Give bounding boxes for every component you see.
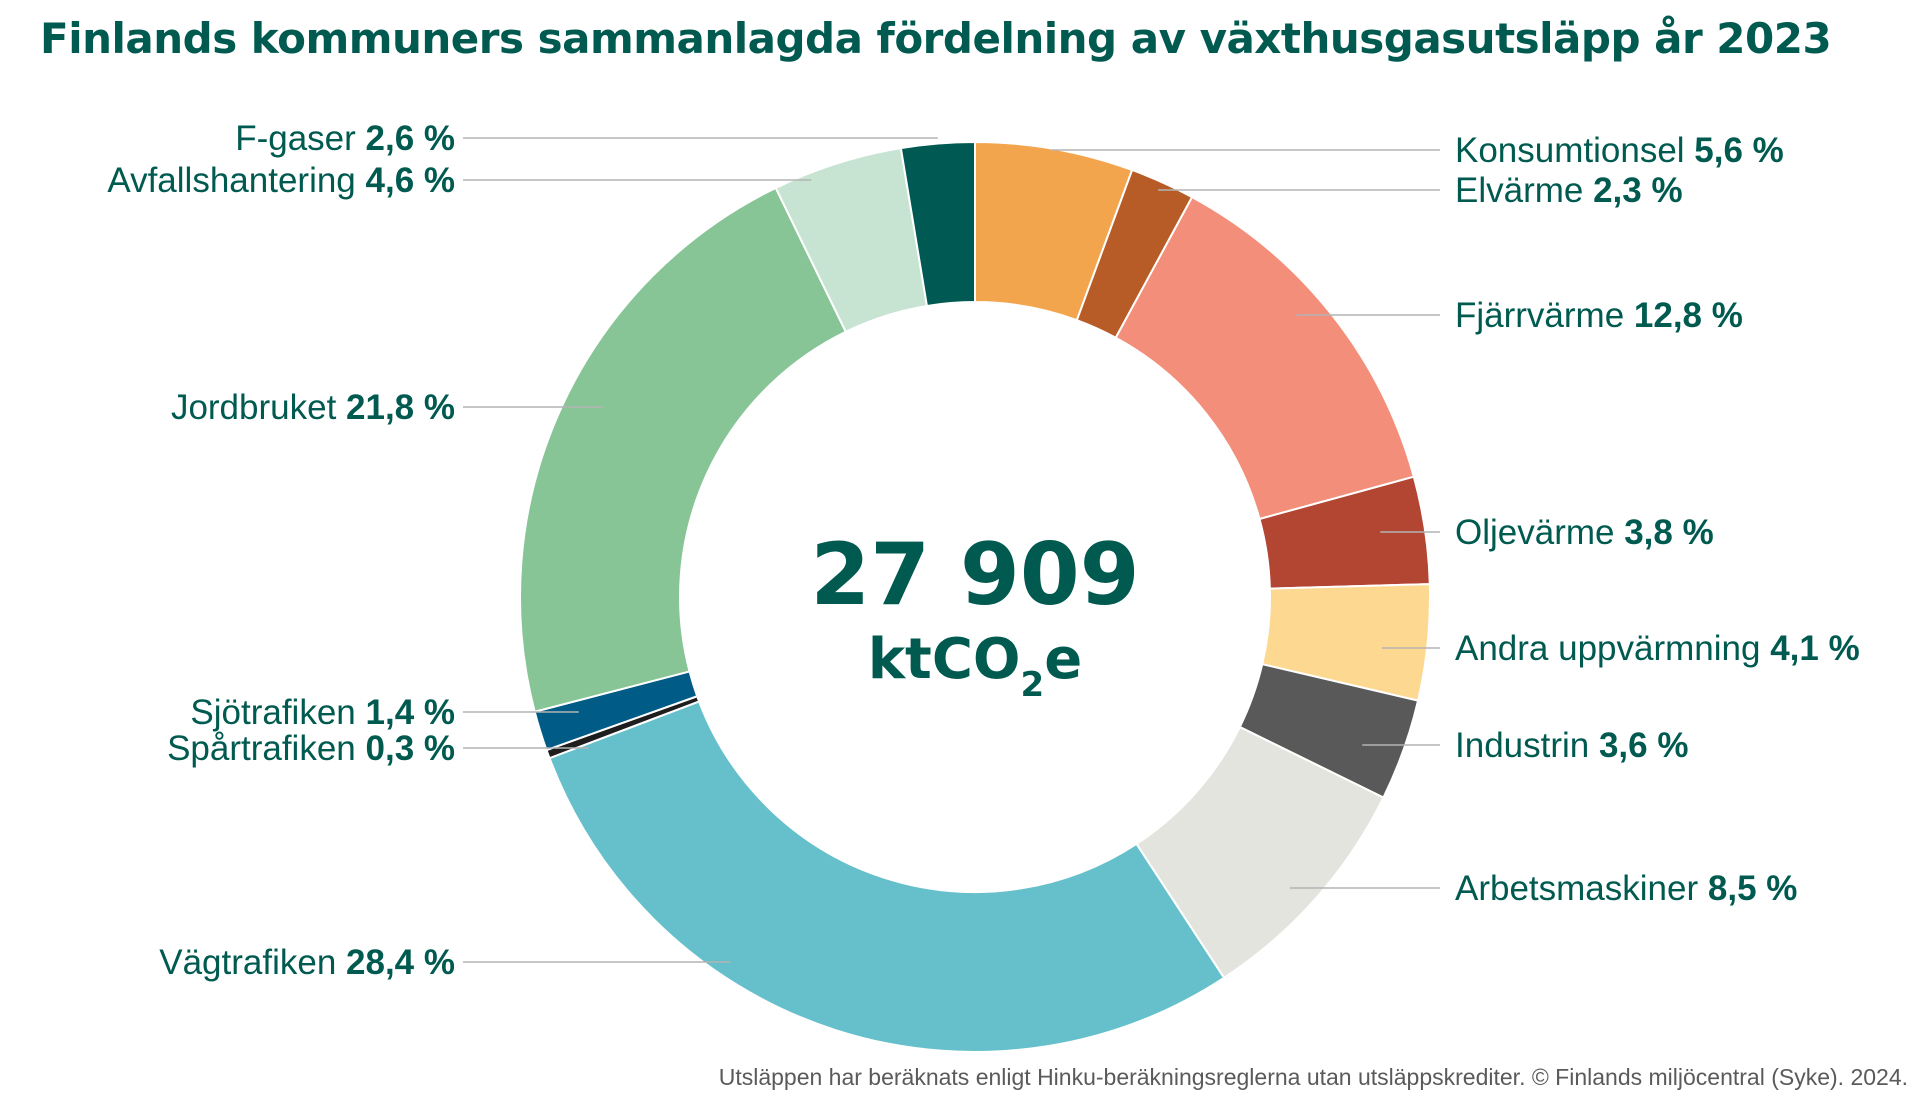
label-industrin: Industrin 3,6 % [1455, 726, 1688, 765]
label-value-jordbruket: 21,8 % [346, 388, 455, 427]
label-value-avfallshantering: 4,6 % [366, 161, 456, 200]
source-footnote: Utsläppen har beräknats enligt Hinku-ber… [718, 1064, 1908, 1090]
label-name-spartrafiken: Spårtrafiken [167, 729, 365, 768]
label-sjotrafiken: Sjötrafiken 1,4 % [190, 693, 455, 732]
chart-title: Finlands kommuners sammanlagda fördelnin… [40, 14, 1832, 63]
slice-labels: Konsumtionsel 5,6 %Elvärme 2,3 %Fjärrvär… [107, 119, 1859, 982]
label-name-andra-uppvarmning: Andra uppvärmning [1455, 629, 1770, 668]
label-jordbruket: Jordbruket 21,8 % [171, 388, 455, 427]
label-value-andra-uppvarmning: 4,1 % [1770, 629, 1860, 668]
donut-slices [519, 140, 1431, 1053]
label-name-elvarme: Elvärme [1455, 171, 1593, 210]
slice-vagtrafiken [548, 700, 1226, 1053]
label-value-elvarme: 2,3 % [1593, 171, 1683, 210]
label-name-f-gaser: F-gaser [235, 119, 365, 158]
label-avfallshantering: Avfallshantering 4,6 % [107, 161, 455, 200]
label-andra-uppvarmning: Andra uppvärmning 4,1 % [1455, 629, 1860, 668]
center-total-value: 27 909 [810, 525, 1139, 625]
label-name-oljevarme: Oljevärme [1455, 513, 1624, 552]
label-name-vagtrafiken: Vägtrafiken [159, 943, 346, 982]
label-konsumtionsel: Konsumtionsel 5,6 % [1455, 131, 1784, 170]
label-name-arbetsmaskiner: Arbetsmaskiner [1455, 869, 1708, 908]
label-vagtrafiken: Vägtrafiken 28,4 % [159, 943, 455, 982]
center-unit-suffix: e [1044, 627, 1082, 692]
label-oljevarme: Oljevärme 3,8 % [1455, 513, 1714, 552]
label-value-spartrafiken: 0,3 % [366, 729, 456, 768]
label-value-konsumtionsel: 5,6 % [1694, 131, 1784, 170]
label-name-konsumtionsel: Konsumtionsel [1455, 131, 1694, 170]
label-elvarme: Elvärme 2,3 % [1455, 171, 1683, 210]
label-value-f-gaser: 2,6 % [366, 119, 456, 158]
label-arbetsmaskiner: Arbetsmaskiner 8,5 % [1455, 869, 1797, 908]
center-unit-subscript: 2 [1021, 665, 1045, 705]
center-unit-prefix: ktCO [868, 627, 1021, 692]
label-f-gaser: F-gaser 2,6 % [235, 119, 455, 158]
slice-jordbruket [519, 186, 848, 713]
label-value-industrin: 3,6 % [1599, 726, 1689, 765]
center-unit: ktCO2e [868, 627, 1082, 705]
label-name-fjarrvarme: Fjärrvärme [1455, 296, 1634, 335]
label-value-arbetsmaskiner: 8,5 % [1708, 869, 1798, 908]
leader-lines [463, 137, 1440, 963]
label-fjarrvarme: Fjärrvärme 12,8 % [1455, 296, 1743, 335]
label-name-industrin: Industrin [1455, 726, 1599, 765]
label-value-fjarrvarme: 12,8 % [1634, 296, 1743, 335]
label-value-sjotrafiken: 1,4 % [366, 693, 456, 732]
label-value-vagtrafiken: 28,4 % [346, 943, 455, 982]
slice-f-gaser [899, 140, 976, 308]
label-name-avfallshantering: Avfallshantering [107, 161, 365, 200]
label-spartrafiken: Spårtrafiken 0,3 % [167, 729, 455, 768]
label-name-sjotrafiken: Sjötrafiken [190, 693, 365, 732]
label-name-jordbruket: Jordbruket [171, 388, 346, 427]
label-value-oljevarme: 3,8 % [1624, 513, 1714, 552]
